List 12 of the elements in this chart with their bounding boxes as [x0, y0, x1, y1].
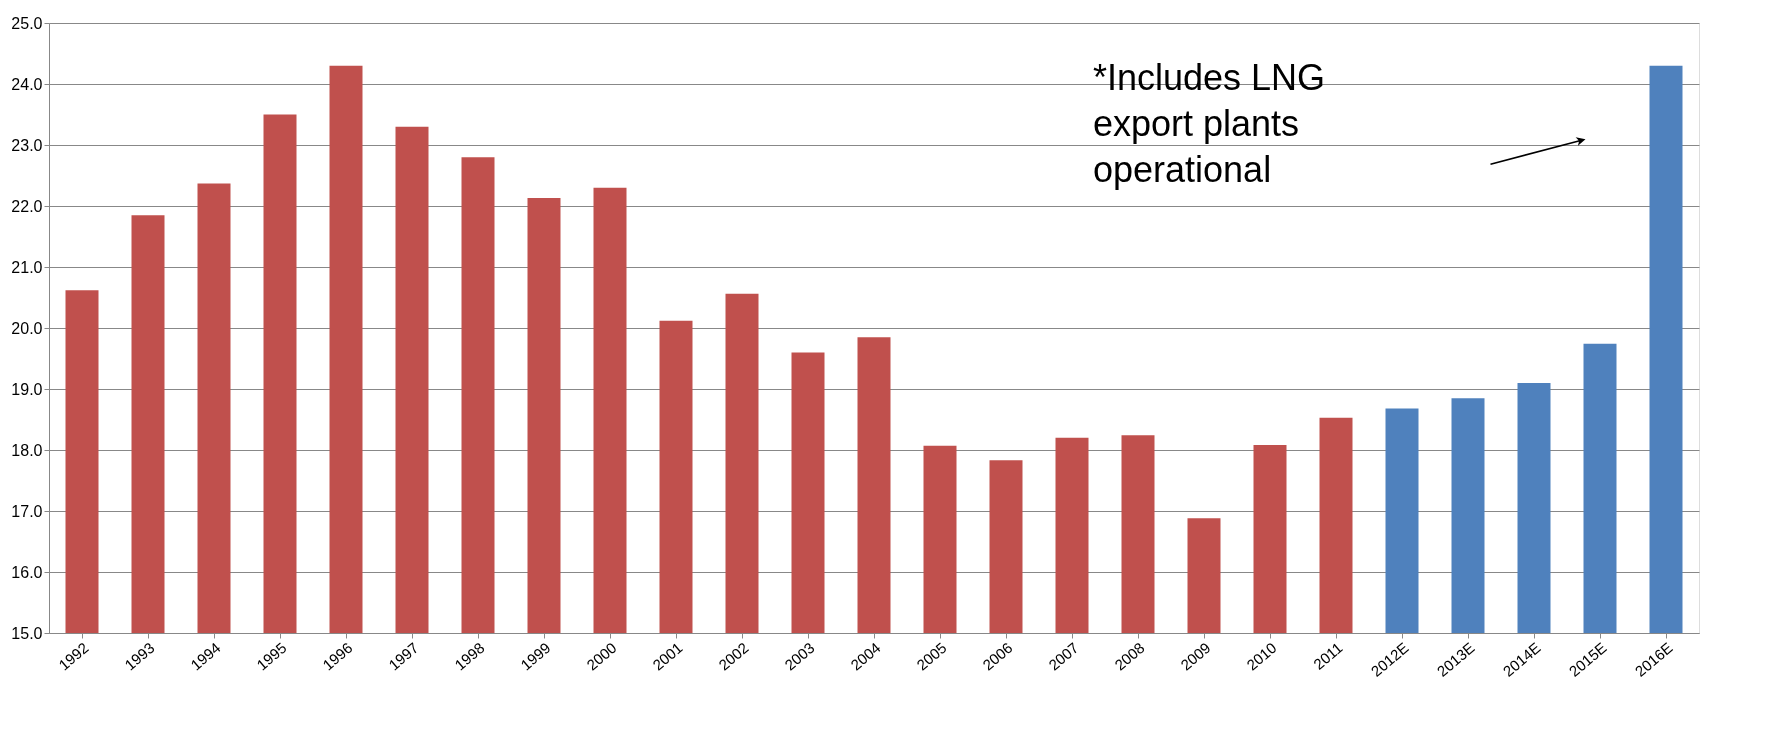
y-tick-label: 19.0 [11, 380, 43, 398]
y-tick-label: 25.0 [11, 14, 43, 32]
y-tick-label: 16.0 [11, 563, 43, 581]
y-tick-label: 21.0 [11, 258, 43, 276]
y-tick-label: 24.0 [11, 75, 43, 93]
y-tick-label: 15.0 [11, 624, 43, 642]
y-tick-label: 20.0 [11, 319, 43, 337]
y-tick-label: 23.0 [11, 136, 43, 154]
annotation: *Includes LNG export plants operational [1093, 56, 1326, 190]
y-tick-label: 22.0 [11, 197, 43, 215]
y-tick-label: 17.0 [11, 502, 43, 520]
y-tick-label: 18.0 [11, 441, 43, 459]
